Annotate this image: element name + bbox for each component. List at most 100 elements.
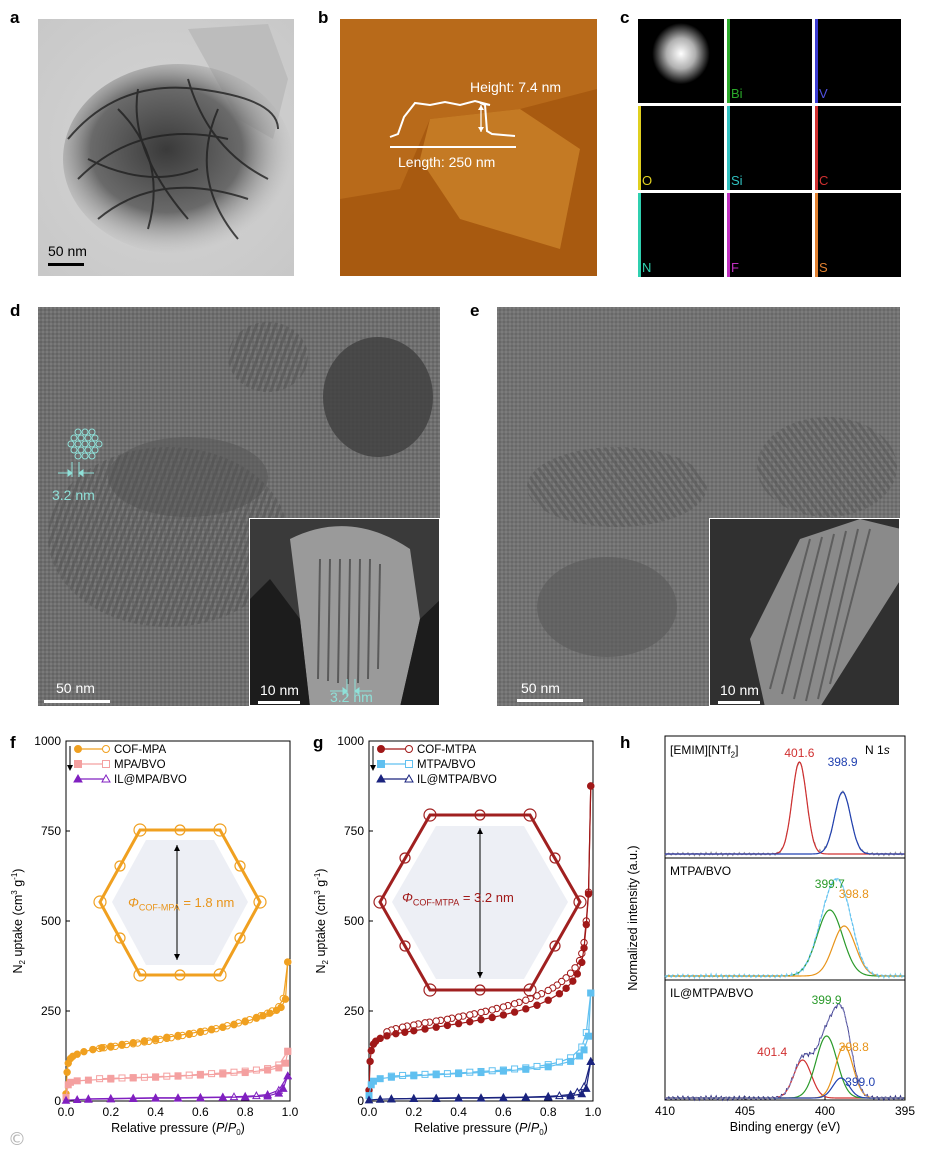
series-1-adsorption-point [89, 1045, 97, 1054]
series-3-adsorption-point [586, 1056, 596, 1065]
series-2-adsorption-point [432, 1071, 440, 1079]
legend-label: IL@MPA/BVO [114, 774, 187, 786]
series-1-desorption-point [488, 1006, 496, 1014]
series-1-adsorption-point [562, 984, 570, 993]
cof-mtpa-structure [373, 808, 587, 997]
series-3-adsorption-point [375, 1094, 385, 1103]
series-1-adsorption-point [392, 1029, 400, 1038]
series-1-adsorption-point [432, 1023, 440, 1031]
series-1-desorption-point [421, 1019, 429, 1027]
inset-image-d: 10 nm 3.2 nm [249, 518, 440, 706]
series-2-desorption-point [421, 1070, 429, 1078]
series-1-adsorption-point [477, 1015, 485, 1024]
series-2-adsorption-point [369, 1077, 377, 1085]
series-1-desorption-point [454, 1013, 463, 1021]
y-axis-label: N2 uptake (cm3 g-1) [10, 869, 27, 974]
series-1-adsorption-point [410, 1027, 418, 1035]
series-1-adsorption-point [241, 1018, 249, 1026]
series-2-adsorption-point [219, 1070, 227, 1078]
x-tick-label: 400 [815, 1104, 835, 1118]
series-1-adsorption-point [281, 995, 290, 1003]
series-3-adsorption-point [566, 1091, 575, 1100]
inset-scale-bar-label: 10 nm [260, 682, 299, 698]
series-1-adsorption-point [107, 1042, 115, 1050]
legend-marker [405, 745, 413, 753]
pore-size-label: 3.2 nm [52, 487, 95, 503]
panel-label-a: a [10, 8, 20, 27]
fit-peak-399-0 [665, 1077, 905, 1099]
series-2-adsorption-point [66, 1078, 74, 1086]
series-3-adsorption-point [543, 1092, 553, 1101]
desorption-arrow-head [370, 765, 376, 771]
peak-label: 398.8 [839, 887, 869, 901]
series-1-desorption-point [533, 992, 541, 1000]
x-tick-label: 0.0 [58, 1105, 75, 1119]
series-1-adsorption-point [63, 1068, 71, 1076]
series-3-adsorption-point [278, 1083, 288, 1092]
series-2-adsorption-point [499, 1067, 507, 1075]
y-tick-label: 0 [357, 1094, 364, 1108]
series-1-adsorption-point [569, 977, 577, 985]
series-2-adsorption-point [580, 1046, 588, 1054]
panel-label-h: h [620, 733, 631, 752]
series-1-desorption-point [522, 996, 530, 1004]
peak-label: 401.4 [757, 1045, 787, 1059]
series-2-desorption-point [533, 1062, 541, 1070]
xps-section1-title: [EMIM][NTf2] [670, 743, 739, 760]
series-2-adsorption-point [587, 989, 595, 997]
series-2-adsorption-point [410, 1072, 418, 1080]
series-3-adsorption-point [106, 1094, 116, 1103]
series-2-adsorption-point [264, 1066, 272, 1074]
series-2-adsorption-point [576, 1052, 584, 1060]
legend-marker [73, 773, 83, 783]
series-2-adsorption-point [84, 1076, 92, 1084]
series-1-adsorption-point [98, 1044, 106, 1052]
series-3-adsorption-point [84, 1094, 93, 1103]
element-label-f: F [731, 260, 739, 275]
legend-marker [405, 760, 413, 768]
peak-label: 399.0 [845, 1075, 875, 1089]
scale-bar-label: 50 nm [48, 243, 87, 259]
fit-peak-401-6 [665, 761, 905, 855]
x-axis-label: Relative pressure (P/P0) [111, 1121, 245, 1137]
x-tick-label: 0.4 [147, 1105, 164, 1119]
series-1-adsorption-point [151, 1035, 160, 1043]
series-3-adsorption-point [454, 1093, 463, 1102]
peak-label: 401.6 [784, 746, 814, 760]
series-1-desorption-point [544, 986, 552, 995]
xps-chart-h: 410 405 400 395 Binding energy (eV) Normalize… [626, 735, 915, 1134]
series-1-adsorption-point [185, 1029, 193, 1038]
series-1-adsorption-point [376, 1034, 384, 1043]
legend-label: COF-MPA [114, 744, 167, 756]
series-3-adsorption-point [581, 1083, 591, 1092]
series-3-adsorption-point [283, 1071, 293, 1080]
x-tick-label: 0.8 [237, 1105, 254, 1119]
fit-envelope [665, 1003, 905, 1099]
series-1-adsorption-point [499, 1011, 508, 1019]
series-2-desorption-point [555, 1058, 563, 1066]
series-3-adsorption-point [173, 1093, 183, 1102]
series-3-adsorption-point [431, 1093, 441, 1102]
isotherm-chart-g: 0 250 500 750 1000 0.0 0.2 0.4 0.6 0.8 1.0 Relative… [313, 734, 602, 1137]
series-2-adsorption-point [376, 1075, 384, 1083]
series-2-desorption-point [208, 1070, 216, 1078]
series-2-adsorption-point [107, 1075, 115, 1083]
y-tick-label: 500 [41, 914, 61, 928]
panel-label-d: d [10, 301, 21, 320]
series-3-adsorption-point [409, 1093, 419, 1102]
y-tick-label: 750 [344, 824, 364, 838]
series-1-adsorption-point [196, 1027, 205, 1036]
inset-scale-bar-label: 10 nm [720, 682, 759, 698]
series-1-adsorption-point [266, 1009, 274, 1017]
series-2-desorption-point [230, 1068, 238, 1076]
series-2-adsorption-point [585, 1032, 593, 1040]
xps-core-level: N 1s [865, 743, 890, 757]
series-2-desorption-point [511, 1065, 519, 1073]
series-1-adsorption-point [284, 958, 292, 966]
series-1-adsorption-point [401, 1028, 409, 1036]
series-2-adsorption-point [174, 1072, 182, 1080]
series-2-adsorption-point [387, 1073, 395, 1081]
y-tick-label: 250 [344, 1004, 364, 1018]
legend-label: MPA/BVO [114, 759, 166, 771]
legend-marker [404, 773, 414, 783]
